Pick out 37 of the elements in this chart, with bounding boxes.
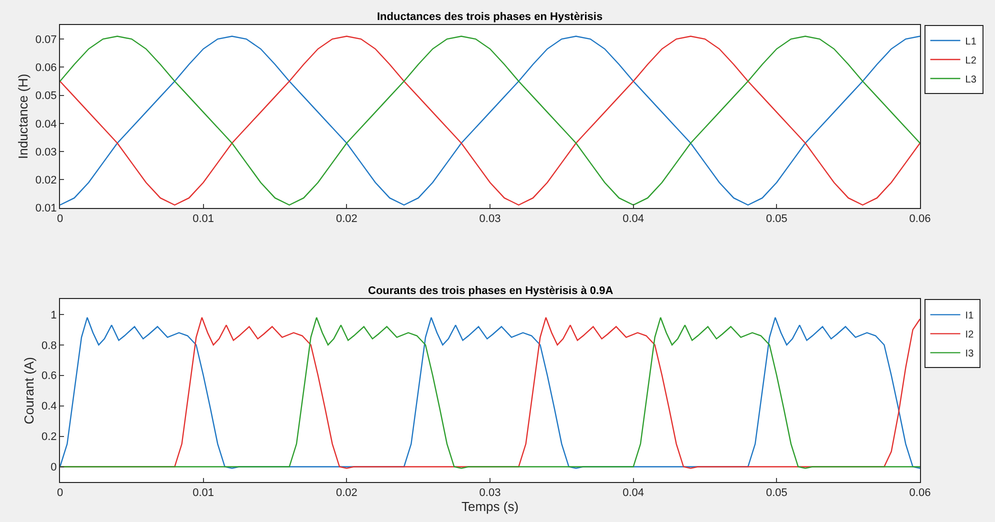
legend-label: I1 xyxy=(965,310,974,322)
x-tick-label: 0.04 xyxy=(622,213,644,225)
y-tick-label: 0.07 xyxy=(35,34,57,46)
x-tick-label: 0.06 xyxy=(909,213,931,225)
x-tick-label: 0.05 xyxy=(766,487,788,500)
y-tick-label: 0.8 xyxy=(42,340,57,352)
x-tick-label: 0.03 xyxy=(479,213,501,225)
y-tick-label: 0.4 xyxy=(42,400,57,413)
chart-title: Inductances des trois phases en Hystèrisis xyxy=(377,11,603,23)
y-tick-label: 0.06 xyxy=(35,62,57,74)
y-tick-label: 0.04 xyxy=(35,118,57,130)
y-tick-label: 0.03 xyxy=(35,146,57,158)
y-tick-label: 0.02 xyxy=(35,174,57,187)
x-tick-label: 0.05 xyxy=(766,213,788,225)
x-axis-title: Temps (s) xyxy=(461,499,519,514)
y-tick-label: 0.05 xyxy=(35,90,57,102)
y-tick-label: 0.6 xyxy=(42,370,57,382)
x-tick-label: 0.04 xyxy=(622,487,644,500)
x-tick-label: 0.02 xyxy=(336,213,358,225)
x-tick-label: 0.06 xyxy=(909,487,931,500)
x-tick-label: 0.01 xyxy=(192,213,214,225)
y-tick-label: 0.01 xyxy=(35,202,57,215)
y-axis-title: Inductance (H) xyxy=(15,74,30,160)
x-tick-label: 0.01 xyxy=(192,487,214,500)
y-tick-label: 1 xyxy=(50,309,57,322)
legend-label: I3 xyxy=(965,348,974,360)
legend-label: I2 xyxy=(965,330,974,341)
y-axis-title: Courant (A) xyxy=(21,357,36,424)
y-tick-label: 0.2 xyxy=(42,431,57,444)
line-series xyxy=(60,36,920,206)
x-tick-label: 0.03 xyxy=(479,487,501,500)
legend-label: L2 xyxy=(965,55,977,66)
legend-label: L1 xyxy=(965,36,977,48)
x-tick-label: 0.02 xyxy=(336,487,358,500)
legend-label: L3 xyxy=(965,74,977,86)
y-tick-label: 0 xyxy=(50,462,57,474)
chart-title: Courants des trois phases en Hystèrisis à 0.9A xyxy=(368,285,614,297)
